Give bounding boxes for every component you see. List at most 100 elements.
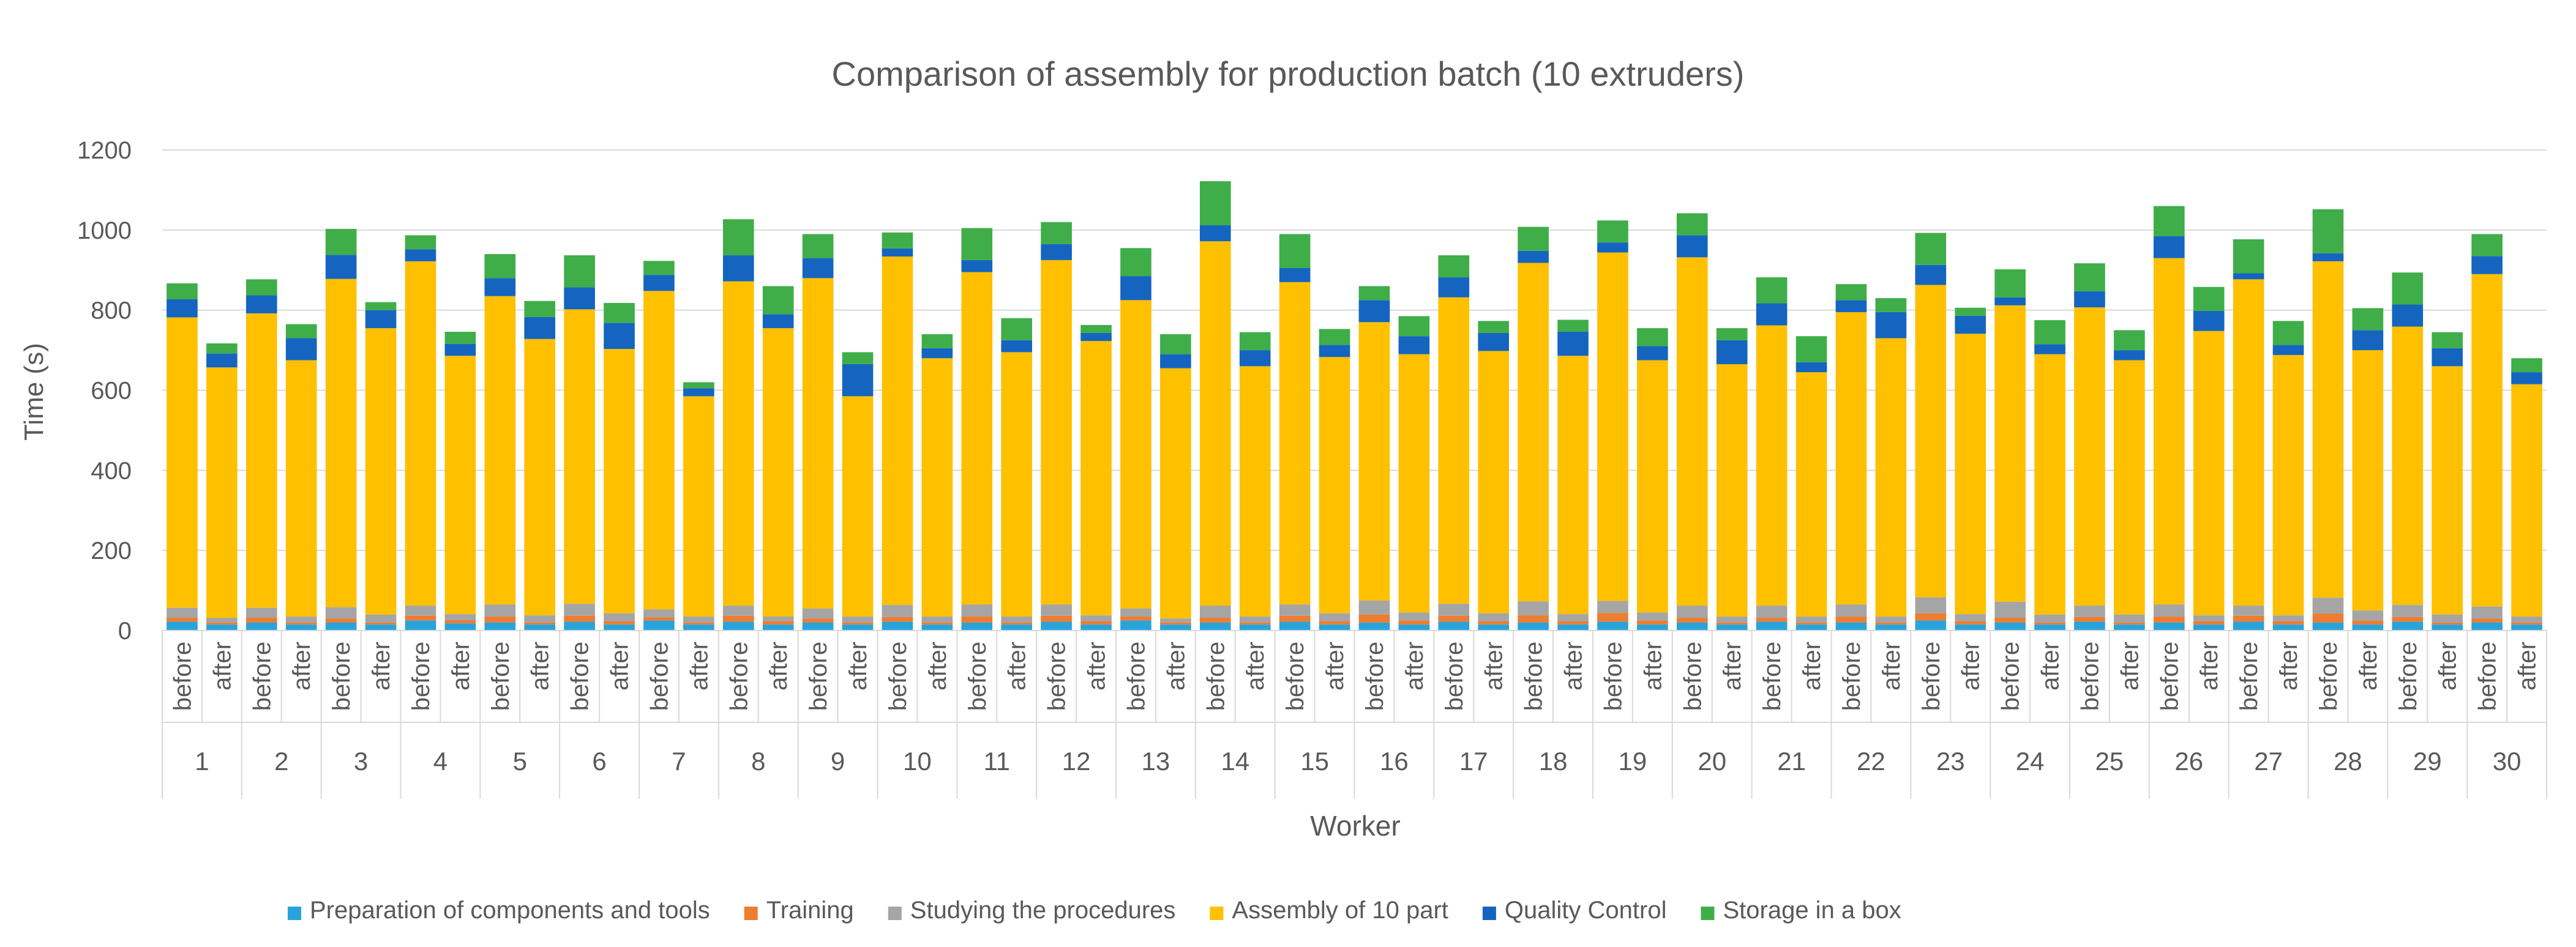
bar-segment bbox=[1199, 605, 1231, 618]
bar-segment bbox=[1795, 616, 1827, 623]
bar-segment bbox=[1637, 612, 1668, 621]
bar-segment bbox=[2272, 615, 2304, 621]
bar-segment bbox=[2511, 616, 2542, 623]
bar-segment bbox=[1239, 624, 1271, 631]
bar-segment bbox=[2432, 614, 2463, 623]
bar-segment bbox=[1915, 597, 1947, 613]
bar-segment bbox=[2432, 624, 2463, 631]
bar-segment bbox=[2471, 622, 2503, 631]
bar-segment bbox=[285, 622, 317, 625]
bar-segment bbox=[2312, 261, 2344, 598]
bar-segment bbox=[1994, 305, 2026, 602]
bar-segment bbox=[2352, 610, 2384, 621]
bar-segment bbox=[2511, 624, 2542, 631]
x-worker-label: 16 bbox=[1380, 747, 1409, 776]
bar-segment bbox=[1676, 622, 1708, 631]
bar-segment bbox=[1438, 604, 1470, 616]
bar-segment bbox=[2352, 620, 2384, 625]
bar-segment bbox=[683, 396, 714, 617]
bar-segment bbox=[2392, 621, 2424, 631]
bar-segment bbox=[2272, 624, 2304, 631]
bar-segment bbox=[1319, 624, 1350, 631]
bar-segment bbox=[1518, 263, 1549, 602]
bar-segment bbox=[1835, 300, 1867, 312]
bar-segment bbox=[2471, 606, 2503, 619]
bar-segment bbox=[1478, 613, 1510, 621]
bar-segment bbox=[1756, 325, 1788, 606]
bar-segment bbox=[762, 616, 794, 621]
bar-segment bbox=[2233, 239, 2264, 274]
x-condition-label: after bbox=[1560, 642, 1587, 691]
bar-segment bbox=[1120, 608, 1151, 617]
bar-segment bbox=[2233, 615, 2264, 622]
bar-segment bbox=[1557, 614, 1589, 621]
bar-segment bbox=[2432, 348, 2463, 367]
bar-segment bbox=[882, 232, 913, 249]
bar-segment bbox=[2272, 354, 2304, 616]
bar-segment bbox=[365, 622, 397, 625]
bar-segment bbox=[2193, 615, 2225, 621]
bar-segment bbox=[2233, 605, 2264, 616]
bar-segment bbox=[2153, 622, 2185, 631]
bar-segment bbox=[722, 255, 754, 282]
bar-segment bbox=[1597, 601, 1628, 613]
bar-segment bbox=[802, 608, 834, 619]
bar-segment bbox=[604, 349, 635, 613]
bar-segment bbox=[1994, 622, 2026, 631]
bar-segment bbox=[524, 301, 556, 317]
bar-segment bbox=[1795, 372, 1827, 617]
bar-segment bbox=[1597, 220, 1628, 243]
x-worker-label: 18 bbox=[1539, 747, 1568, 776]
bar-segment bbox=[1597, 621, 1628, 631]
bar-segment bbox=[882, 256, 913, 605]
bar-segment bbox=[1676, 605, 1708, 618]
bar-segment bbox=[365, 614, 397, 623]
bar-segment bbox=[325, 228, 357, 255]
bar-segment bbox=[1637, 346, 1668, 361]
x-condition-label: before bbox=[2395, 642, 2422, 711]
bar-segment bbox=[1518, 622, 1549, 631]
bar-segment bbox=[2193, 621, 2225, 625]
y-tick-label: 200 bbox=[91, 537, 132, 564]
bar-segment bbox=[1955, 334, 1986, 615]
bar-segment bbox=[2511, 372, 2542, 384]
bar-segment bbox=[1199, 618, 1231, 623]
bar-segment bbox=[1875, 622, 1907, 625]
bar-segment bbox=[564, 255, 595, 288]
x-condition-label: before bbox=[328, 642, 355, 711]
bar-segment bbox=[245, 313, 277, 608]
bar-segment bbox=[2471, 234, 2503, 256]
bar-segment bbox=[405, 605, 436, 616]
bar-segment bbox=[1319, 613, 1350, 621]
x-condition-label: after bbox=[527, 642, 554, 691]
bar-segment bbox=[1239, 616, 1271, 623]
x-worker-label: 19 bbox=[1619, 747, 1647, 776]
bar-segment bbox=[1756, 621, 1788, 631]
x-condition-label: after bbox=[447, 642, 474, 691]
bar-segment bbox=[762, 328, 794, 617]
bar-segment bbox=[1478, 351, 1510, 613]
bar-segment bbox=[2272, 621, 2304, 625]
x-worker-label: 25 bbox=[2095, 747, 2124, 776]
x-condition-label: before bbox=[1600, 642, 1627, 711]
bar-segment bbox=[1835, 622, 1867, 631]
bar-segment bbox=[643, 617, 675, 621]
bar-segment bbox=[2392, 326, 2424, 605]
bars bbox=[167, 181, 2542, 631]
bar-segment bbox=[1637, 360, 1668, 613]
legend-swatch bbox=[744, 907, 758, 920]
x-worker-label: 4 bbox=[433, 747, 447, 776]
bar-segment bbox=[1160, 622, 1191, 625]
bar-segment bbox=[1001, 352, 1033, 617]
bar-segment bbox=[365, 328, 397, 615]
bar-segment bbox=[524, 615, 556, 623]
bar-segment bbox=[1875, 312, 1907, 339]
bar-segment bbox=[1637, 328, 1668, 346]
bar-segment bbox=[921, 348, 953, 359]
x-condition-label: after bbox=[2196, 642, 2223, 691]
bar-segment bbox=[1716, 622, 1748, 625]
bar-segment bbox=[762, 624, 794, 631]
bar-segment bbox=[921, 622, 953, 625]
